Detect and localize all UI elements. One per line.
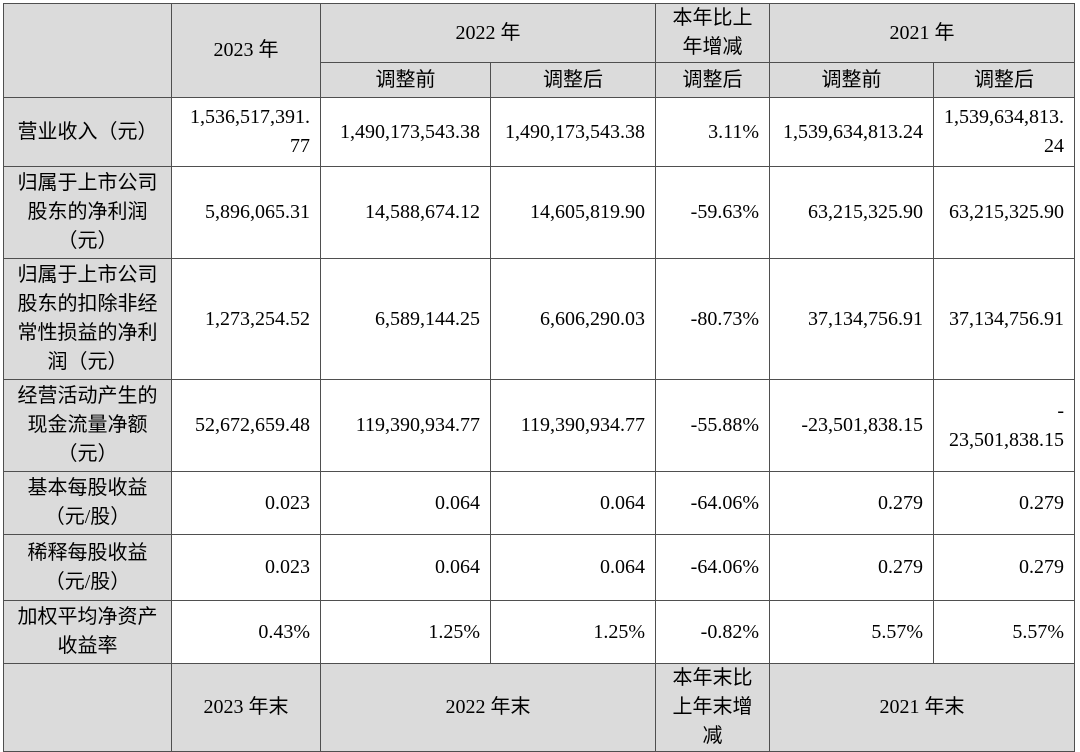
value-2022-pre: 1,490,173,543.38 xyxy=(320,97,491,167)
subheader-2021-pre-adjustment: 调整前 xyxy=(769,62,934,98)
value-change: -64.06% xyxy=(655,471,770,535)
footer-change-yearend: 本年末比 上年末增 减 xyxy=(655,663,770,752)
table-row: 归属于上市公司 股东的净利润 （元） 5,896,065.31 14,588,6… xyxy=(3,166,1075,259)
header-year-2022: 2022 年 xyxy=(320,3,656,63)
header-row-adjustments: 调整前 调整后 调整后 调整前 调整后 xyxy=(4,62,1075,98)
header-year-2023: 2023 年 xyxy=(171,3,321,98)
value-change: -64.06% xyxy=(655,534,770,601)
footer-yearend-2021: 2021 年末 xyxy=(769,663,1075,752)
value-2022-pre: 14,588,674.12 xyxy=(320,166,491,259)
header-row-years: 2023 年 2022 年 本年比上 年增减 2021 年 xyxy=(3,3,1075,98)
value-change: -80.73% xyxy=(655,258,770,380)
footer-yearend-2022: 2022 年末 xyxy=(320,663,656,752)
value-2021-post: 63,215,325.90 xyxy=(933,166,1075,259)
value-2023: 1,273,254.52 xyxy=(171,258,321,380)
value-change: -59.63% xyxy=(655,166,770,259)
metric-label: 营业收入（元） xyxy=(3,97,172,167)
table-row: 基本每股收益 （元/股） 0.023 0.064 0.064 -64.06% 0… xyxy=(3,471,1075,535)
value-2022-post: 14,605,819.90 xyxy=(490,166,656,259)
value-2021-post: 0.279 xyxy=(933,471,1075,535)
subheader-2022-post-adjustment: 调整后 xyxy=(490,62,656,98)
value-2021-pre: -23,501,838.15 xyxy=(769,379,934,472)
value-2022-pre: 0.064 xyxy=(320,534,491,601)
value-change: -0.82% xyxy=(655,600,770,664)
value-2023: 1,536,517,391. 77 xyxy=(171,97,321,167)
value-change: 3.11% xyxy=(655,97,770,167)
value-2021-pre: 63,215,325.90 xyxy=(769,166,934,259)
metric-label: 加权平均净资产 收益率 xyxy=(3,600,172,664)
value-2021-pre: 1,539,634,813.24 xyxy=(769,97,934,167)
value-2023: 0.43% xyxy=(171,600,321,664)
subheader-2021-post-adjustment: 调整后 xyxy=(933,62,1075,98)
value-2022-post: 0.064 xyxy=(490,471,656,535)
table-row: 加权平均净资产 收益率 0.43% 1.25% 1.25% -0.82% 5.5… xyxy=(3,600,1075,664)
value-2021-post: 0.279 xyxy=(933,534,1075,601)
subheader-change-post-adjustment: 调整后 xyxy=(655,62,770,98)
metric-label: 归属于上市公司 股东的净利润 （元） xyxy=(3,166,172,259)
table-row: 经营活动产生的 现金流量净额 （元） 52,672,659.48 119,390… xyxy=(3,379,1075,472)
metric-label: 经营活动产生的 现金流量净额 （元） xyxy=(3,379,172,472)
metric-label: 归属于上市公司 股东的扣除非经 常性损益的净利 润（元） xyxy=(3,258,172,380)
value-2022-post: 0.064 xyxy=(490,534,656,601)
value-2022-pre: 6,589,144.25 xyxy=(320,258,491,380)
value-2021-post: 1,539,634,813. 24 xyxy=(933,97,1075,167)
value-2023: 52,672,659.48 xyxy=(171,379,321,472)
value-2021-pre: 5.57% xyxy=(769,600,934,664)
footer-row-yearend: 2023 年末 2022 年末 本年末比 上年末增 减 2021 年末 xyxy=(3,663,1075,752)
value-2021-post: 37,134,756.91 xyxy=(933,258,1075,380)
value-2022-post: 119,390,934.77 xyxy=(490,379,656,472)
header-change-yoy: 本年比上 年增减 xyxy=(655,3,770,63)
value-2021-pre: 37,134,756.91 xyxy=(769,258,934,380)
value-2021-post: 5.57% xyxy=(933,600,1075,664)
table-row: 归属于上市公司 股东的扣除非经 常性损益的净利 润（元） 1,273,254.5… xyxy=(3,258,1075,380)
value-2022-pre: 119,390,934.77 xyxy=(320,379,491,472)
footer-yearend-2023: 2023 年末 xyxy=(171,663,321,752)
table-row: 稀释每股收益 （元/股） 0.023 0.064 0.064 -64.06% 0… xyxy=(3,534,1075,601)
value-2022-post: 6,606,290.03 xyxy=(490,258,656,380)
value-2022-pre: 0.064 xyxy=(320,471,491,535)
value-2022-post: 1,490,173,543.38 xyxy=(490,97,656,167)
header-corner-cell xyxy=(3,3,172,98)
header-year-2021: 2021 年 xyxy=(769,3,1075,63)
table-row: 营业收入（元） 1,536,517,391. 77 1,490,173,543.… xyxy=(3,97,1075,167)
financial-summary-table: 2023 年 2022 年 本年比上 年增减 2021 年 调整前 调整后 调整… xyxy=(3,3,1075,752)
value-2023: 0.023 xyxy=(171,534,321,601)
value-2022-post: 1.25% xyxy=(490,600,656,664)
value-change: -55.88% xyxy=(655,379,770,472)
value-2022-pre: 1.25% xyxy=(320,600,491,664)
value-2021-pre: 0.279 xyxy=(769,471,934,535)
value-2021-pre: 0.279 xyxy=(769,534,934,601)
value-2023: 0.023 xyxy=(171,471,321,535)
subheader-2022-pre-adjustment: 调整前 xyxy=(320,62,491,98)
metric-label: 基本每股收益 （元/股） xyxy=(3,471,172,535)
metric-label: 稀释每股收益 （元/股） xyxy=(3,534,172,601)
value-2021-post: - 23,501,838.15 xyxy=(933,379,1075,472)
value-2023: 5,896,065.31 xyxy=(171,166,321,259)
footer-corner-cell xyxy=(3,663,172,752)
